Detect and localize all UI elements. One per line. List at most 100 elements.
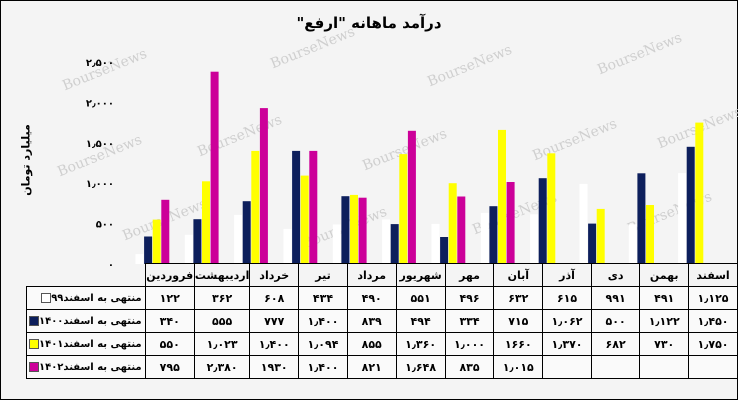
y-tick-label: ۱٫۵۰۰ <box>86 139 114 150</box>
series-name: منتهی به اسفند۹۹ <box>51 292 142 304</box>
bar-4-2 <box>210 71 219 264</box>
table-row: منتهی به اسفند۱۴۰۰ ۳۴۰ ۵۵۵ ۷۷۷ ۱٫۴۰۰ ۸۳۹ ۴۹۴ ۳۳… <box>26 309 738 333</box>
category-label: دی <box>590 263 641 287</box>
bar-2-6 <box>390 224 399 264</box>
data-label: ۳۳۴ <box>444 309 495 333</box>
category-label: مرداد <box>346 263 397 287</box>
data-label: ۴۳۴ <box>298 286 348 310</box>
legend-swatch <box>29 361 39 372</box>
data-label: ۷۱۵ <box>493 309 544 333</box>
series-name: منتهی به اسفند۱۴۰۱ <box>39 338 142 350</box>
bar-3-8 <box>498 129 506 264</box>
data-label: ۹۹۱ <box>590 286 641 310</box>
legend-entry: منتهی به اسفند۱۴۰۱ <box>26 332 146 356</box>
bar-4-7 <box>457 196 466 264</box>
legend-entry: منتهی به اسفند۱۴۰۰ <box>26 309 146 333</box>
bar-3-3 <box>251 150 260 264</box>
bar-2-5 <box>341 196 350 264</box>
bar-1-5 <box>332 224 341 264</box>
series-name: منتهی به اسفند۱۴۰۲ <box>39 361 142 373</box>
bar-4-8 <box>506 182 515 264</box>
bar-2-9 <box>538 178 547 264</box>
bar-1-8 <box>480 212 489 264</box>
category-label: خرداد <box>249 263 300 287</box>
data-label: ۸۲۱ <box>346 355 397 379</box>
data-label <box>688 355 738 379</box>
data-label: ۴۹۰ <box>346 286 397 310</box>
data-label: ۱٫۷۵۰ <box>688 332 738 356</box>
data-label: ۷۷۷ <box>249 309 300 333</box>
data-label: ۱٫۳۷۰ <box>542 332 592 356</box>
bar-2-12 <box>686 146 695 264</box>
bar-2-3 <box>242 201 251 264</box>
bar-2-10 <box>588 223 597 264</box>
legend-swatch <box>29 338 39 349</box>
category-label: فروردین <box>144 263 195 287</box>
category-label: بهمن <box>639 263 690 287</box>
bar-4-4 <box>309 150 318 264</box>
bar-3-11 <box>646 205 654 264</box>
category-label: آذر <box>542 263 592 287</box>
chart-title: درآمد ماهانه "ارفع" <box>296 14 442 32</box>
data-label: ۱٫۴۵۰ <box>688 309 738 333</box>
data-label: ۲٫۳۸۰ <box>193 355 251 379</box>
bar-3-4 <box>300 175 309 264</box>
data-label: ۸۳۵ <box>444 355 495 379</box>
bar-2-7 <box>440 237 449 264</box>
bar-3-7 <box>448 183 457 264</box>
bar-3-10 <box>596 208 605 264</box>
legend-swatch <box>29 315 39 326</box>
data-label: ۶۰۸ <box>249 286 300 310</box>
bar-1-9 <box>530 214 539 264</box>
data-label: ۱٫۱۲۵ <box>688 286 738 310</box>
data-label: ۸۵۵ <box>346 332 397 356</box>
bar-1-1 <box>135 254 144 264</box>
category-label: شهریور <box>395 263 446 287</box>
legend-swatch <box>41 292 52 303</box>
data-label: ۵۵۰ <box>144 332 195 356</box>
data-label: ۱٫۰۲۳ <box>193 332 251 356</box>
bar-3-12 <box>695 122 704 264</box>
data-table: فروردین اردیبهشت خرداد تیر مرداد شهریور مهر آبا… <box>26 263 738 379</box>
data-label: ۵۵۱ <box>395 286 446 310</box>
data-label: ۵۰۰ <box>590 309 641 333</box>
data-label: ۵۵۵ <box>193 309 251 333</box>
y-tick-label: ۱٫۰۰۰ <box>86 179 114 190</box>
data-label: ۷۳۰ <box>639 332 690 356</box>
data-label <box>590 355 641 379</box>
data-label: ۷۹۵ <box>144 355 195 379</box>
bar-2-8 <box>489 206 498 264</box>
data-label <box>542 355 592 379</box>
bar-3-6 <box>399 154 408 264</box>
data-label: ۱٫۴۰۰ <box>249 332 300 356</box>
bar-1-12 <box>678 173 687 264</box>
data-label: ۴۹۱ <box>639 286 690 310</box>
bar-3-2 <box>202 181 210 264</box>
data-label: ۱۲۲ <box>144 286 195 310</box>
y-tick-label: ۵۰۰ <box>96 220 114 231</box>
category-label: اردیبهشت <box>193 263 251 287</box>
data-label: ۳۶۲ <box>193 286 251 310</box>
data-label: ۱٫۰۱۵ <box>493 355 544 379</box>
bar-1-6 <box>382 219 391 264</box>
data-label: ۱٫۰۶۲ <box>542 309 592 333</box>
data-label: ۶۱۵ <box>542 286 592 310</box>
data-label: ۶۸۲ <box>590 332 641 356</box>
series-name: منتهی به اسفند۱۴۰۰ <box>39 315 142 327</box>
data-label: ۴۹۶ <box>444 286 495 310</box>
table-header-row: فروردین اردیبهشت خرداد تیر مرداد شهریور مهر آبا… <box>27 263 738 287</box>
data-label: ۳۴۰ <box>144 309 195 333</box>
bar-1-7 <box>431 223 440 264</box>
bar-1-3 <box>234 214 243 264</box>
data-label: ۱٫۴۰۰ <box>298 309 348 333</box>
bar-3-9 <box>547 153 556 264</box>
bar-4-6 <box>407 130 416 264</box>
bar-2-4 <box>292 150 301 264</box>
table-row: منتهی به اسفند۹۹ ۱۲۲ ۳۶۲ ۶۰۸ ۴۳۴ ۴۹۰ ۵۵۱ ۴۹۶ ۶۳۲… <box>26 286 738 310</box>
table-row: منتهی به اسفند۱۴۰۱ ۵۵۰ ۱٫۰۲۳ ۱٫۴۰۰ ۱٫۰۹۴ ۸۵۵ ۱… <box>26 332 738 356</box>
y-tick-label: ۰ <box>108 260 114 271</box>
data-label: ۱٫۶۴۸ <box>395 355 446 379</box>
data-label: ۶۳۲ <box>493 286 544 310</box>
category-label: مهر <box>444 263 495 287</box>
